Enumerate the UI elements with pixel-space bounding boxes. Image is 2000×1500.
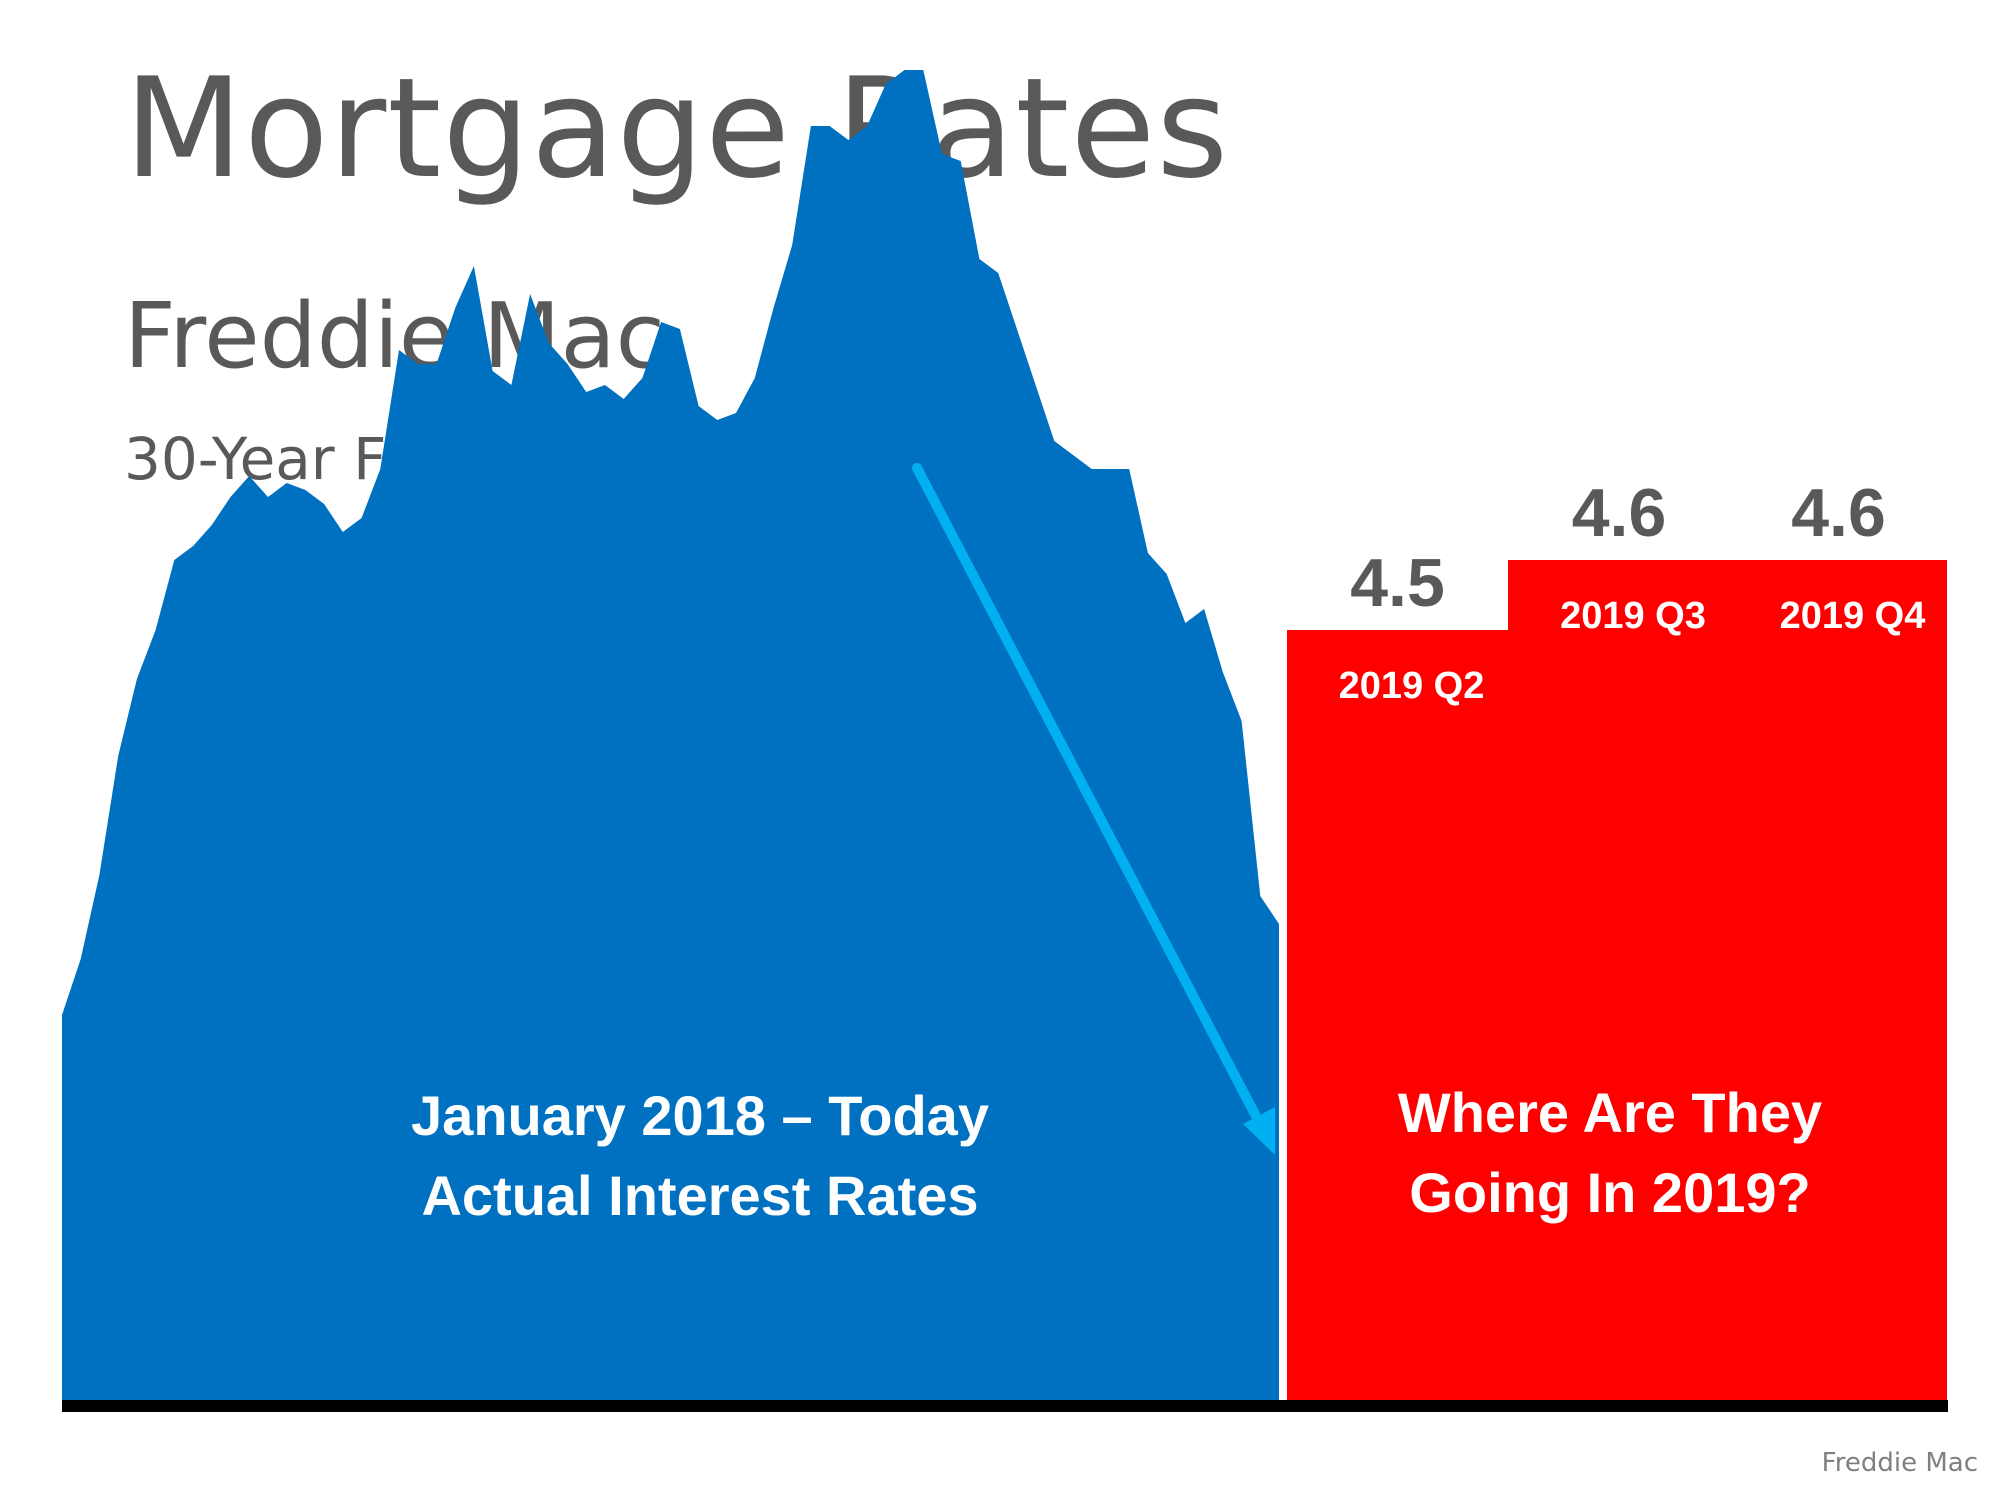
x-axis-baseline (62, 1400, 1948, 1412)
forecast-label-line1: Where Are They (1398, 1081, 1822, 1144)
actual-rates-area (62, 70, 1279, 1400)
actual-rates-label-line1: January 2018 – Today (411, 1084, 989, 1147)
chart-title: Mortgage Rates (124, 48, 1230, 209)
forecast-category-label-1: 2019 Q2 (1339, 665, 1485, 707)
forecast-category-label-3: 2019 Q4 (1780, 595, 1926, 637)
forecast-value-label-1: 4.5 (1350, 545, 1445, 621)
forecast-bar-1 (1287, 630, 1508, 1400)
chart-subtitle: Freddie Mac (124, 284, 666, 389)
trend-arrow (912, 463, 1275, 1155)
trend-arrow-head (1243, 1107, 1275, 1155)
forecast-label-line2: Going In 2019? (1409, 1161, 1810, 1224)
trend-arrow-shaft (912, 463, 1263, 1125)
forecast-bar-2 (1508, 560, 1730, 1400)
forecast-category-label-2: 2019 Q3 (1560, 595, 1706, 637)
source-credit: Freddie Mac (1821, 1448, 1978, 1478)
forecast-value-label-3: 4.6 (1791, 475, 1886, 551)
forecast-value-label-2: 4.6 (1572, 475, 1667, 551)
actual-rates-label-line2: Actual Interest Rates (421, 1164, 978, 1227)
forecast-bar-3 (1730, 560, 1947, 1400)
